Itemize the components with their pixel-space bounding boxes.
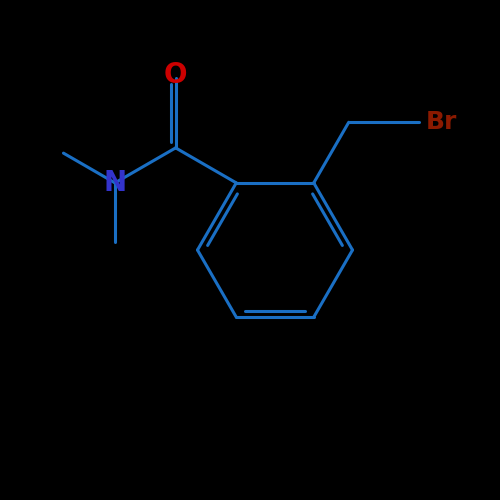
Text: O: O xyxy=(164,62,188,90)
Text: N: N xyxy=(104,169,126,197)
Text: Br: Br xyxy=(426,110,458,134)
